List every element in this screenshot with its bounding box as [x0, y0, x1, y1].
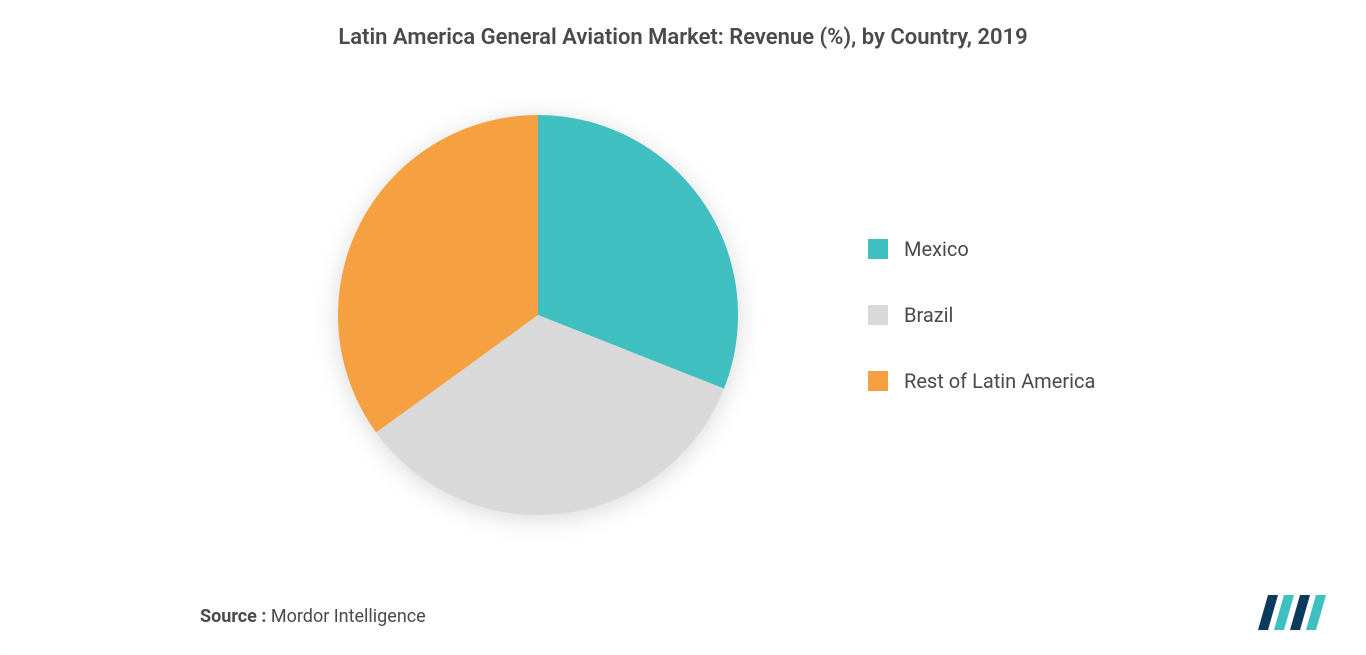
legend-item-brazil: Brazil: [868, 303, 1128, 327]
mordor-logo-icon: [1256, 590, 1326, 635]
legend-swatch: [868, 371, 888, 391]
legend-item-mexico: Mexico: [868, 237, 1128, 261]
source-text: Mordor Intelligence: [271, 606, 426, 627]
chart-area: Mexico Brazil Rest of Latin America: [40, 80, 1326, 550]
source-attribution: Source : Mordor Intelligence: [200, 606, 426, 627]
legend-label: Mexico: [904, 237, 969, 261]
legend-item-rest-of-latin-america: Rest of Latin America: [868, 369, 1128, 393]
pie-svg: [328, 105, 748, 525]
legend-swatch: [868, 305, 888, 325]
legend-swatch: [868, 239, 888, 259]
chart-container: Latin America General Aviation Market: R…: [0, 0, 1366, 655]
legend-label: Rest of Latin America: [904, 369, 1095, 393]
pie-chart: [328, 105, 748, 525]
source-prefix: Source :: [200, 606, 266, 627]
legend-label: Brazil: [904, 303, 953, 327]
chart-title: Latin America General Aviation Market: R…: [40, 25, 1326, 50]
legend: Mexico Brazil Rest of Latin America: [868, 237, 1128, 393]
